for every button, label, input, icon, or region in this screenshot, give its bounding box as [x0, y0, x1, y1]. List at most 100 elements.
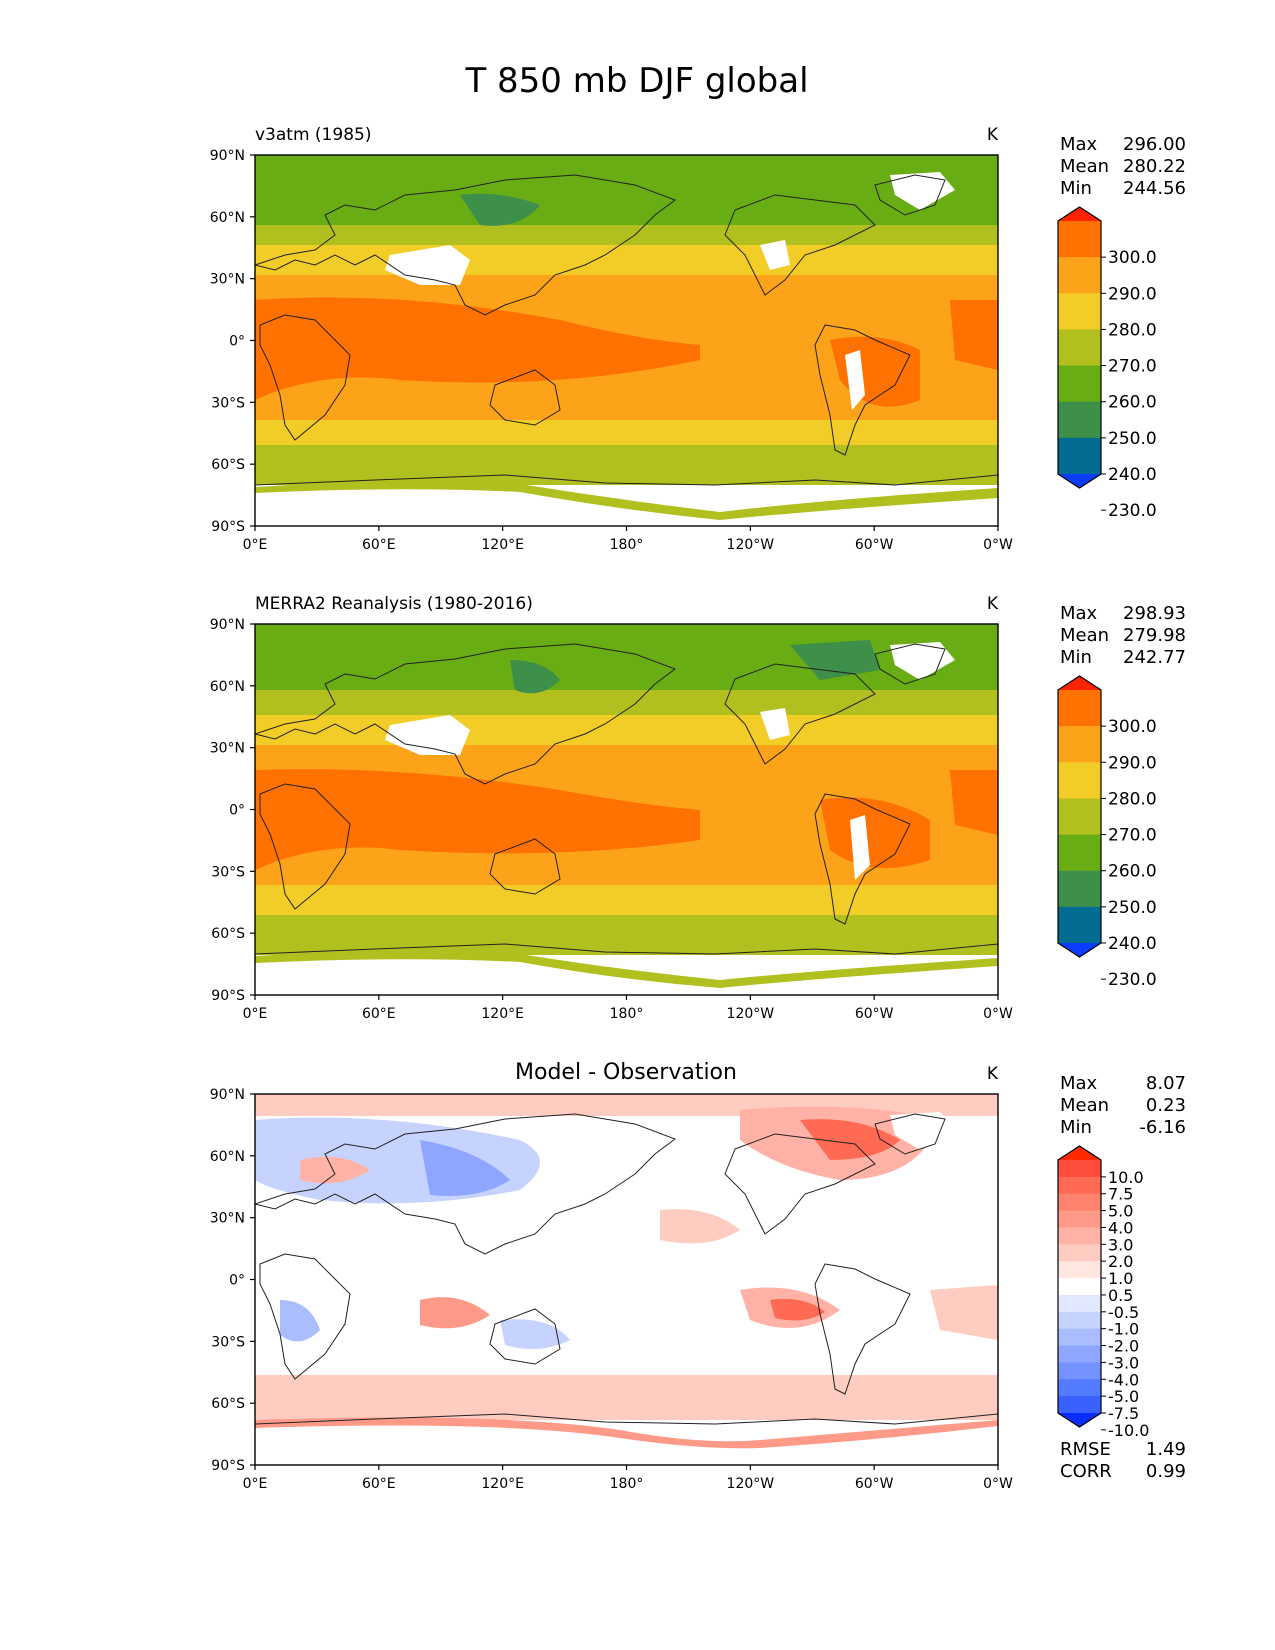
stat-label: Min	[1060, 178, 1092, 199]
lon-tick-label: 60°E	[362, 537, 396, 553]
panel-title: MERRA2 Reanalysis (1980-2016)	[255, 594, 533, 614]
colorbar-tick-label: 270.0	[1108, 826, 1157, 846]
stat-value: 244.56	[1123, 178, 1186, 199]
stat-label: Max	[1060, 1073, 1098, 1094]
lat-tick-label: 30°S	[211, 864, 245, 880]
colorbar-tick-label: 240.0	[1108, 934, 1157, 954]
panel-model: v3atm (1985) K 90°N 60°N 30°N 0° 30°S 60°S 90°…	[210, 125, 1186, 553]
units-label: K	[987, 125, 999, 145]
stat-value: 8.07	[1146, 1073, 1186, 1094]
colorbar-segment	[1058, 690, 1101, 727]
lon-tick-label: 120°E	[481, 537, 524, 553]
stat-value: 0.23	[1146, 1095, 1186, 1116]
colorbar-segment	[1058, 257, 1101, 294]
colorbar-segment	[1058, 1176, 1101, 1195]
lon-tick-label: 120°W	[727, 1006, 775, 1022]
stat-value: 279.98	[1123, 625, 1186, 646]
colorbar-tick-label: 0.5	[1108, 1286, 1133, 1305]
colorbar-extend-min	[1058, 1413, 1101, 1427]
colorbar-extend-min	[1058, 474, 1101, 488]
colorbar-tick-label: 300.0	[1108, 248, 1157, 268]
lon-tick-label: 0°E	[243, 1476, 268, 1492]
map-field	[255, 1094, 998, 1465]
stat-value: 296.00	[1123, 134, 1186, 155]
colorbar-extend-max	[1058, 676, 1101, 690]
stat-label: Mean	[1060, 156, 1109, 177]
colorbar-segment	[1058, 798, 1101, 836]
colorbar-segment	[1058, 365, 1101, 403]
stat-value: 242.77	[1123, 647, 1186, 668]
extra-stat-label: CORR	[1060, 1461, 1112, 1482]
colorbar-tick-label: -10.0	[1108, 1421, 1149, 1440]
colorbar-tick-label: 260.0	[1108, 862, 1157, 882]
lat-tick-label: 90°S	[211, 988, 245, 1004]
lat-tick-label: 30°N	[210, 272, 245, 288]
colorbar-segment	[1058, 401, 1101, 439]
colorbar-segment	[1058, 1193, 1101, 1212]
colorbar-tick-label: -2.0	[1108, 1337, 1139, 1356]
colorbar-segment	[1058, 221, 1101, 258]
lon-tick-label: 60°W	[855, 1006, 894, 1022]
colorbar-segment	[1058, 1294, 1101, 1313]
lon-tick-label: 60°W	[855, 537, 894, 553]
colorbar-segment	[1058, 293, 1101, 330]
lon-tick-label: 120°W	[727, 537, 775, 553]
lon-tick-label: 0°W	[983, 537, 1013, 553]
colorbar-tick-label: 280.0	[1108, 320, 1157, 340]
colorbar-tick-label: 260.0	[1108, 393, 1157, 413]
colorbar-tick-label: 7.5	[1108, 1185, 1133, 1204]
colorbar-segment	[1058, 1160, 1101, 1178]
stat-label: Mean	[1060, 625, 1109, 646]
lon-tick-label: 0°E	[243, 1006, 268, 1022]
stat-label: Min	[1060, 1117, 1092, 1138]
stat-label: Max	[1060, 134, 1098, 155]
colorbar-segment	[1058, 834, 1101, 872]
lat-tick-label: 0°	[229, 803, 245, 819]
lon-tick-label: 60°E	[362, 1476, 396, 1492]
map-field	[255, 155, 998, 526]
lon-tick-label: 0°W	[983, 1476, 1013, 1492]
lon-tick-label: 180°	[610, 1476, 644, 1492]
lat-tick-label: 30°S	[211, 395, 245, 411]
lat-tick-label: 60°S	[211, 457, 245, 473]
lat-tick-label: 90°N	[210, 617, 245, 633]
colorbar-tick-label: -4.0	[1108, 1370, 1139, 1389]
lat-tick-label: 30°N	[210, 1211, 245, 1227]
colorbar-segment	[1058, 726, 1101, 763]
lat-tick-label: 60°N	[210, 679, 245, 695]
colorbar-tick-label: 290.0	[1108, 284, 1157, 304]
panel-title: v3atm (1985)	[255, 125, 371, 145]
colorbar-tick-label: 230.0	[1108, 501, 1157, 521]
colorbar-extend-max	[1058, 1146, 1101, 1160]
colorbar-tick-label: 230.0	[1108, 970, 1157, 990]
units-label: K	[987, 1064, 999, 1084]
colorbar-tick-label: 240.0	[1108, 465, 1157, 485]
lat-tick-label: 0°	[229, 1273, 245, 1289]
stat-value: -6.16	[1139, 1117, 1186, 1138]
colorbar-segment	[1058, 329, 1101, 367]
panel-observation: MERRA2 Reanalysis (1980-2016) K 90°N 60°N…	[210, 594, 1186, 1022]
extra-stat-value: 1.49	[1146, 1439, 1186, 1460]
extra-stat-label: RMSE	[1060, 1439, 1111, 1460]
lat-tick-label: 60°S	[211, 1396, 245, 1412]
lon-tick-label: 120°W	[727, 1476, 775, 1492]
lat-tick-label: 60°N	[210, 210, 245, 226]
colorbar-segment	[1058, 870, 1101, 908]
colorbar-extend-min	[1058, 943, 1101, 957]
stat-value: 280.22	[1123, 156, 1186, 177]
stat-value: 298.93	[1123, 603, 1186, 624]
colorbar-segment	[1058, 1261, 1101, 1279]
colorbar-tick-label: 3.0	[1108, 1235, 1133, 1254]
colorbar-tick-label: -3.0	[1108, 1353, 1139, 1372]
lon-tick-label: 180°	[610, 537, 644, 553]
colorbar-segment	[1058, 1396, 1101, 1414]
lon-tick-label: 0°E	[243, 537, 268, 553]
colorbar-segment	[1058, 1311, 1101, 1330]
colorbar-segment	[1058, 1227, 1101, 1245]
map-field	[255, 624, 998, 995]
lat-tick-label: 60°S	[211, 926, 245, 942]
colorbar-tick-label: -5.0	[1108, 1387, 1139, 1406]
figure-title: T 850 mb DJF global	[464, 61, 808, 101]
colorbar-segment	[1058, 1328, 1101, 1347]
colorbar-tick-label: 1.0	[1108, 1269, 1133, 1288]
